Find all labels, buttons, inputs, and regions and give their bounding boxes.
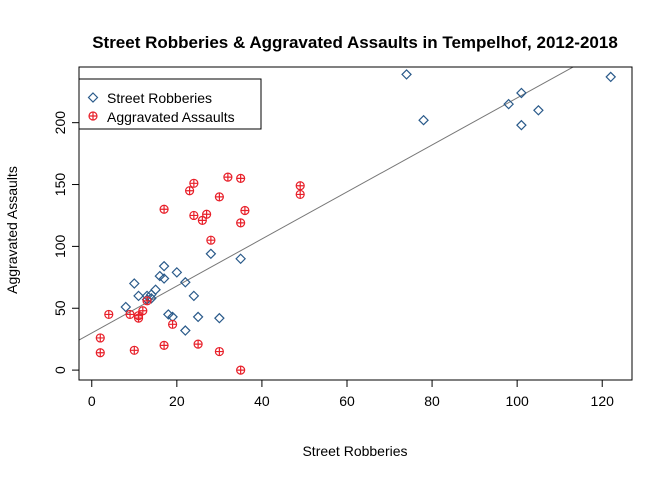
data-point-plus-stroke bbox=[138, 306, 147, 315]
legend-diamond-marker bbox=[87, 92, 99, 103]
trend-line bbox=[79, 67, 575, 341]
data-points-layer bbox=[95, 69, 617, 375]
y-axis-label: Aggravated Assaults bbox=[4, 166, 20, 294]
data-point-plus-stroke bbox=[296, 181, 305, 190]
chart-title: Street Robberies & Aggravated Assaults i… bbox=[92, 33, 618, 52]
data-point-diamond bbox=[605, 71, 617, 83]
data-point-diamond bbox=[150, 284, 161, 296]
x-tick-label: 80 bbox=[424, 393, 440, 409]
data-point-plus-stroke bbox=[236, 174, 245, 183]
data-point-plus-stroke bbox=[160, 341, 169, 350]
y-tick-label: 150 bbox=[52, 173, 68, 197]
data-point-plus-stroke bbox=[185, 186, 194, 195]
data-point-diamond bbox=[158, 273, 170, 284]
x-tick-label: 40 bbox=[254, 393, 270, 409]
data-point-diamond bbox=[205, 248, 217, 260]
legend-label-aggravated-assaults: Aggravated Assaults bbox=[107, 109, 235, 125]
data-point-plus-stroke bbox=[206, 236, 215, 245]
x-axis: 0 20 40 60 80 100 120 bbox=[88, 379, 615, 409]
data-point-plus-stroke bbox=[189, 211, 198, 220]
data-point-plus-stroke bbox=[223, 173, 232, 182]
data-point-plus-stroke bbox=[126, 310, 135, 319]
x-tick-label: 20 bbox=[169, 393, 185, 409]
data-point-plus-stroke bbox=[240, 206, 249, 215]
series-aggravated-assaults bbox=[95, 172, 305, 375]
data-point-diamond bbox=[418, 114, 429, 126]
y-axis: 0 50 100 150 200 bbox=[52, 111, 80, 374]
data-point-diamond bbox=[133, 290, 144, 302]
data-point-plus-stroke bbox=[168, 320, 177, 329]
data-point-plus-stroke bbox=[198, 216, 207, 225]
y-tick-label: 50 bbox=[52, 300, 68, 316]
data-point-plus-stroke bbox=[236, 218, 245, 227]
trend-line-layer bbox=[79, 67, 575, 341]
data-point-diamond bbox=[179, 276, 191, 288]
y-tick-label: 100 bbox=[52, 234, 68, 258]
y-tick-label: 200 bbox=[52, 111, 68, 135]
x-tick-label: 0 bbox=[88, 393, 96, 409]
data-point-plus-stroke bbox=[296, 190, 305, 199]
legend-label-street-robberies: Street Robberies bbox=[107, 90, 212, 106]
data-point-diamond bbox=[533, 104, 544, 116]
data-point-plus-stroke bbox=[134, 311, 143, 320]
x-tick-label: 120 bbox=[591, 393, 615, 409]
data-point-diamond bbox=[158, 260, 170, 272]
data-point-plus-stroke bbox=[215, 192, 224, 201]
data-point-plus-stroke bbox=[194, 340, 203, 349]
data-point-plus-stroke bbox=[189, 179, 198, 188]
legend: Street Robberies Aggravated Assaults bbox=[78, 78, 262, 130]
x-tick-label: 100 bbox=[505, 393, 529, 409]
data-point-plus-stroke bbox=[215, 347, 224, 356]
data-point-diamond bbox=[188, 290, 200, 302]
data-point-diamond bbox=[192, 311, 204, 323]
data-point-plus-stroke bbox=[96, 333, 105, 342]
data-point-plus-stroke bbox=[96, 348, 105, 357]
data-point-diamond bbox=[516, 87, 527, 99]
data-point-diamond bbox=[120, 301, 132, 313]
data-point-diamond bbox=[179, 325, 191, 336]
data-point-diamond bbox=[128, 278, 140, 289]
data-point-plus-stroke bbox=[160, 205, 169, 214]
x-axis-label: Street Robberies bbox=[302, 443, 407, 459]
data-point-diamond bbox=[516, 119, 527, 131]
data-point-plus-stroke bbox=[202, 210, 211, 219]
data-point-plus-stroke bbox=[143, 296, 152, 305]
x-tick-label: 60 bbox=[339, 393, 355, 409]
data-point-diamond bbox=[214, 312, 225, 324]
y-tick-label: 0 bbox=[52, 366, 68, 374]
data-point-diamond bbox=[503, 98, 514, 110]
data-point-plus-stroke bbox=[130, 346, 139, 355]
data-point-diamond bbox=[401, 69, 412, 80]
data-point-plus-stroke bbox=[104, 310, 113, 319]
data-point-diamond bbox=[235, 253, 246, 265]
legend-plus-stroke bbox=[89, 112, 97, 120]
data-point-diamond bbox=[171, 267, 183, 278]
legend-box bbox=[78, 78, 262, 130]
data-point-plus-stroke bbox=[236, 366, 245, 375]
